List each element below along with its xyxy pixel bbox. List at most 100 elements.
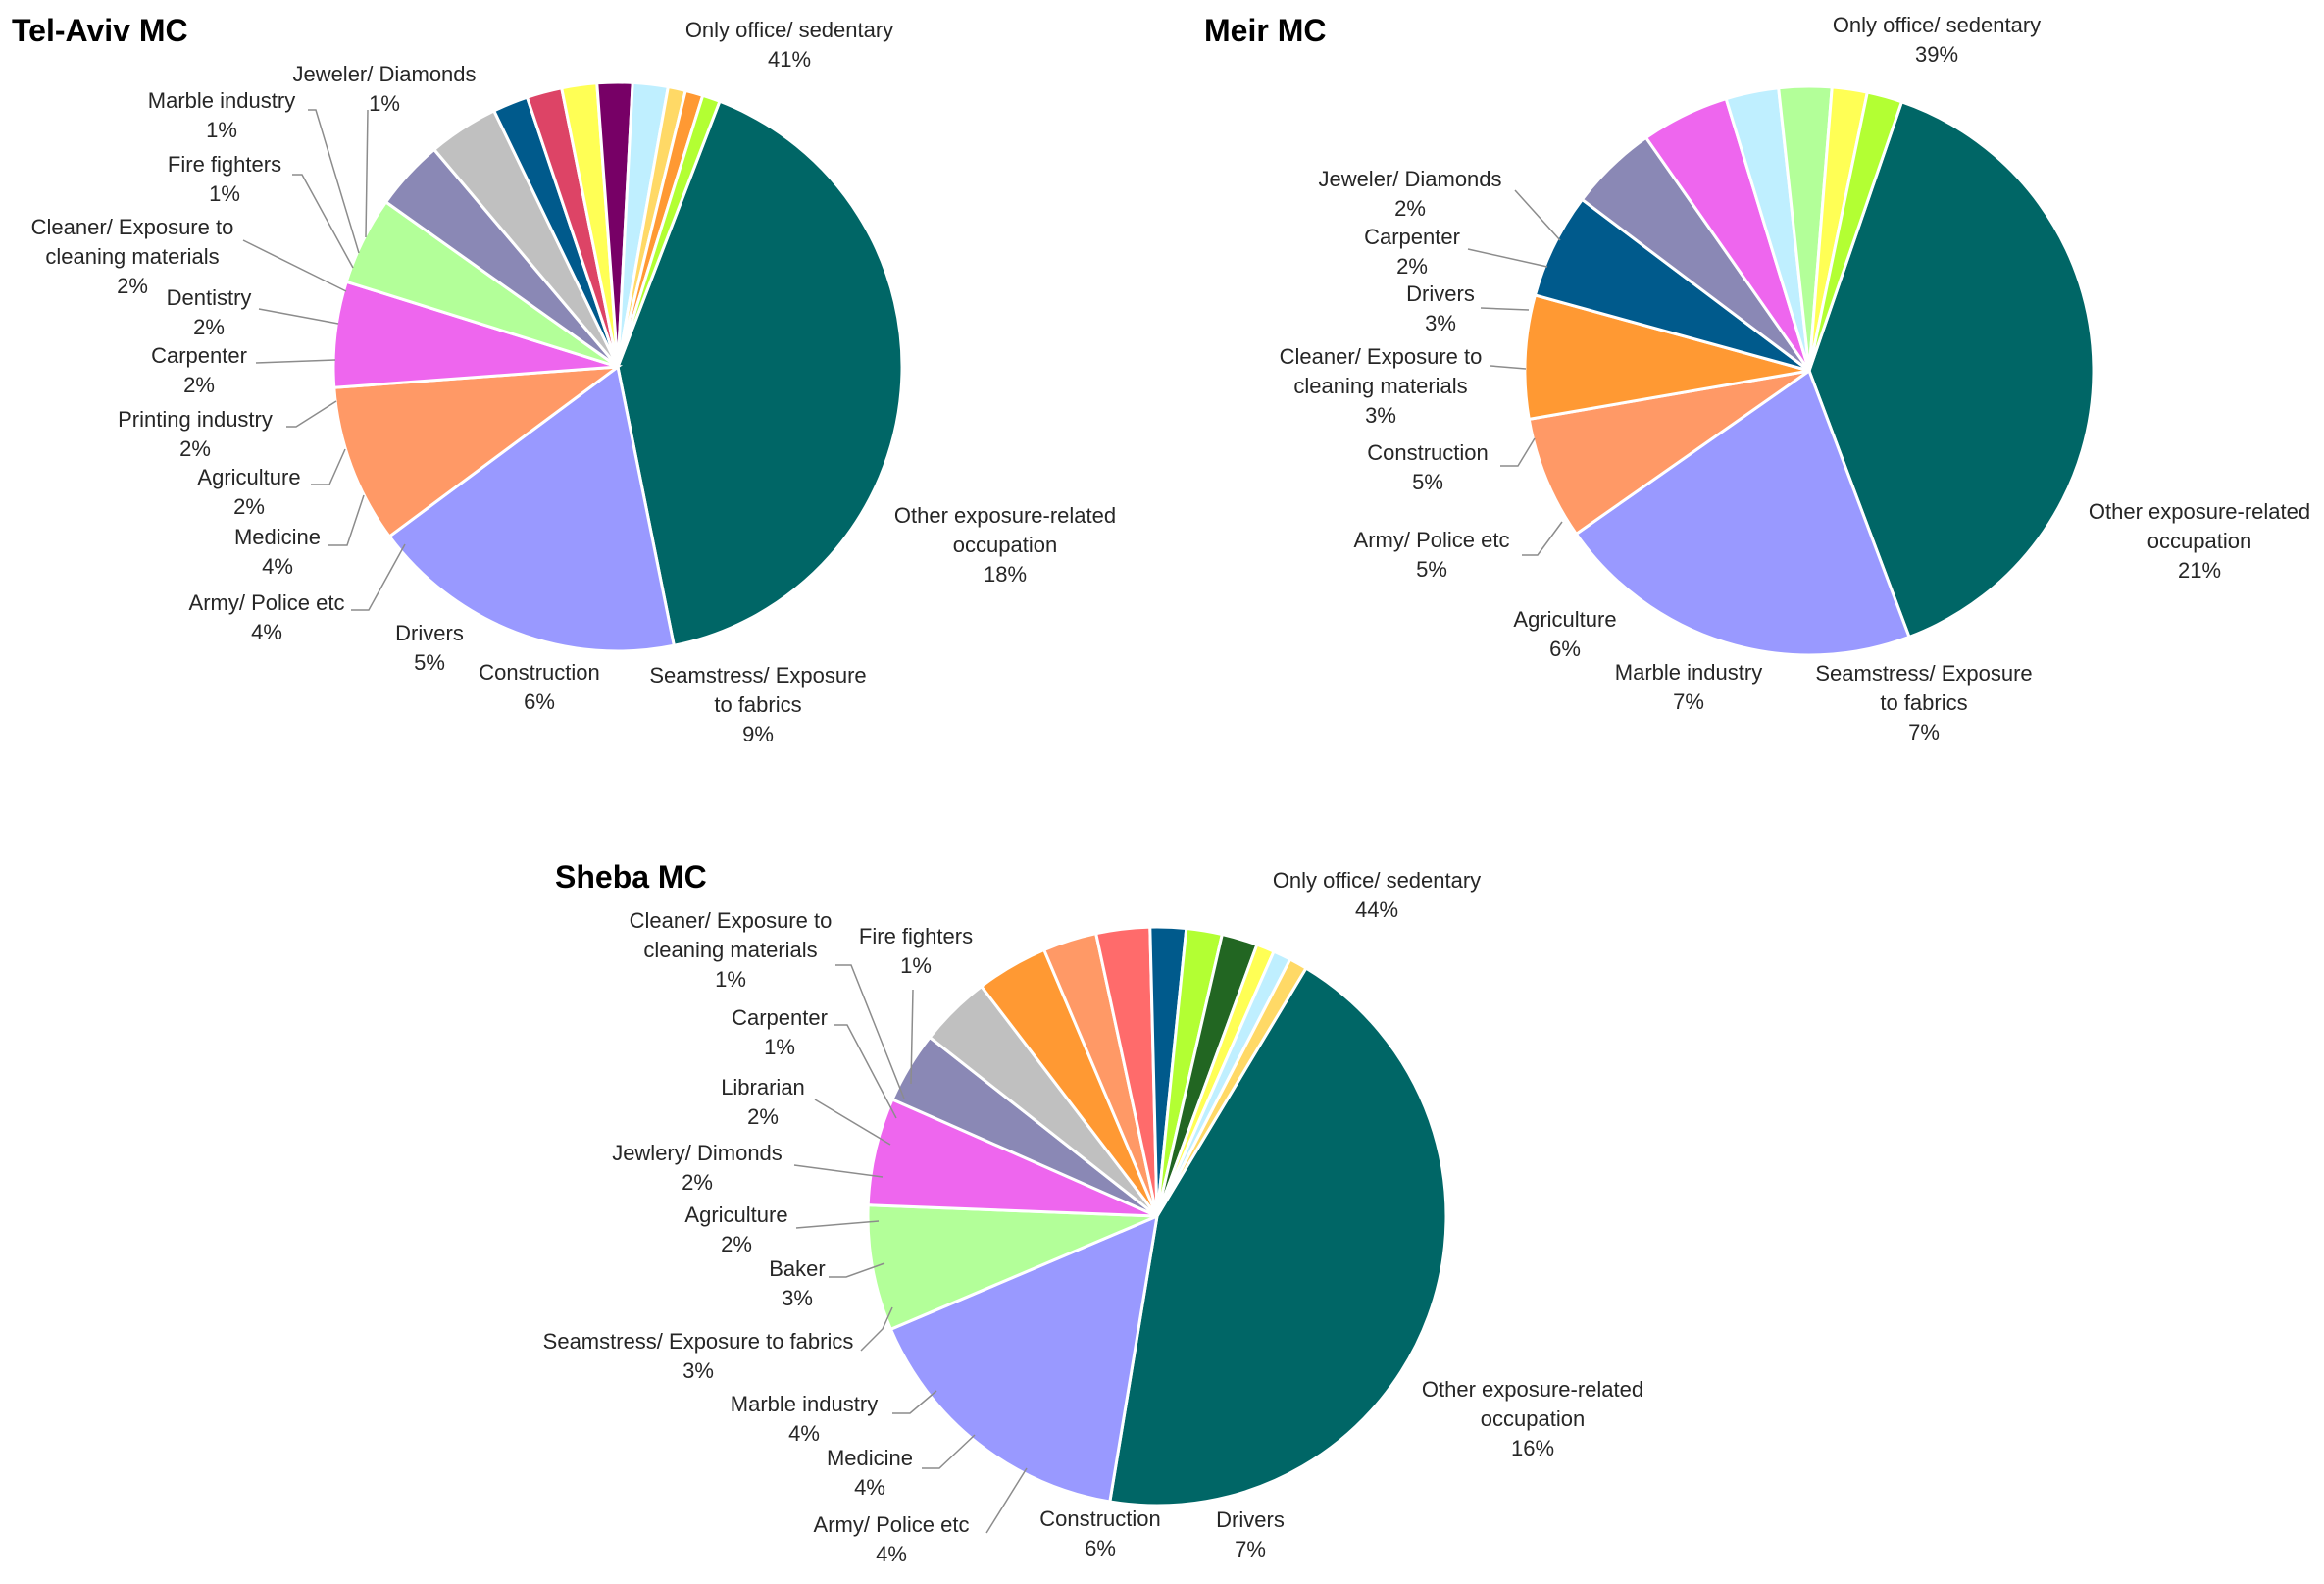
data-label-category: Cleaner/ Exposure to xyxy=(630,908,833,933)
leader-line-baker xyxy=(829,1262,885,1278)
leader-line-jeweler-diamonds xyxy=(1514,189,1561,241)
data-label-category: Librarian xyxy=(721,1075,805,1099)
leader-line-seamstress-exposure-to-fabrics xyxy=(860,1306,893,1352)
data-label-agriculture: Agriculture 6% xyxy=(1513,607,1616,661)
chart-title-sheba: Sheba MC xyxy=(555,859,707,894)
data-label-value: 44% xyxy=(1355,897,1398,922)
charts-layer: Only office/ sedentary 41% Other exposure-… xyxy=(31,13,2310,1566)
data-label-category: Other exposure-related xyxy=(2089,499,2310,524)
data-label-category: Drivers xyxy=(1216,1507,1285,1532)
data-label-fire-fighters: Fire fighters 1% xyxy=(859,924,973,978)
data-label-agriculture: Agriculture 2% xyxy=(684,1202,787,1256)
pie-slice-seamstress-exposure-to-fabrics xyxy=(1527,369,1810,537)
data-label-category: Seamstress/ Exposure xyxy=(1815,661,2032,686)
leader-line-fire-fighters xyxy=(292,174,354,269)
data-label-carpenter: Carpenter 2% xyxy=(1364,225,1460,279)
data-label-dentistry: Dentistry 2% xyxy=(167,285,252,339)
data-label-category: cleaning materials xyxy=(45,244,219,269)
data-label-category: Marble industry xyxy=(1615,660,1762,685)
data-label-category: Cleaner/ Exposure to xyxy=(1280,344,1483,369)
data-label-category: cleaning materials xyxy=(643,938,817,962)
data-label-seamstress-exposure-to-fabrics: Seamstress/ Exposure to fabrics 7% xyxy=(1815,661,2032,744)
data-label-marble-industry: Marble industry 1% xyxy=(148,88,295,142)
pie-slice-drivers xyxy=(866,1203,1158,1332)
data-label-category: Other exposure-related xyxy=(894,503,1116,528)
leader-line-dentistry xyxy=(258,308,339,325)
data-label-value: 3% xyxy=(1365,403,1396,428)
data-label-value: 4% xyxy=(262,554,293,579)
data-label-category: Medicine xyxy=(234,525,321,549)
data-label-value: 5% xyxy=(1412,470,1443,494)
data-label-army-police-etc: Army/ Police etc 4% xyxy=(189,590,345,644)
leader-line-marble-industry xyxy=(892,1390,937,1414)
data-label-category: Army/ Police etc xyxy=(1354,528,1510,552)
pie-slice-other-exposure-related-occupation xyxy=(888,1213,1159,1504)
data-label-category: Army/ Police etc xyxy=(189,590,345,615)
pie-chart-meir-mc: Only office/ sedentary 39% Other exposure-… xyxy=(1280,13,2310,744)
data-label-value: 2% xyxy=(1394,196,1426,221)
data-label-category: Drivers xyxy=(395,621,464,645)
pie-slice-marble-industry xyxy=(1523,293,1810,422)
data-label-category: Jewlery/ Dimonds xyxy=(612,1141,783,1165)
data-label-medicine: Medicine 4% xyxy=(234,525,321,579)
data-label-value: 9% xyxy=(742,722,774,746)
leader-line-fire-fighters xyxy=(910,989,914,1085)
leader-line-carpenter xyxy=(834,1024,897,1119)
data-label-category: Jeweler/ Diamonds xyxy=(292,62,476,86)
data-label-category: Only office/ sedentary xyxy=(1833,13,2041,37)
leader-line-medicine xyxy=(922,1434,976,1469)
leader-line-medicine xyxy=(328,494,365,546)
pie-slice-other-exposure-related-occupation xyxy=(387,364,677,653)
data-label-value: 4% xyxy=(854,1475,885,1500)
data-label-marble-industry: Marble industry 7% xyxy=(1615,660,1762,714)
data-label-value: 5% xyxy=(414,650,445,675)
data-label-construction: Construction 5% xyxy=(1367,440,1489,494)
data-label-category: to fabrics xyxy=(714,692,801,717)
data-label-value: 2% xyxy=(1396,254,1428,279)
data-label-category: Seamstress/ Exposure xyxy=(649,663,866,688)
data-label-category: Construction xyxy=(479,660,600,685)
pie-slice-jeweler-diamonds xyxy=(1807,90,1904,372)
data-label-other-exposure-related-occupation: Other exposure-related occupation 18% xyxy=(894,503,1116,587)
data-label-category: Jeweler/ Diamonds xyxy=(1318,167,1501,191)
pie-slice-only-office-sedentary xyxy=(616,99,904,648)
data-label-value: 2% xyxy=(183,373,215,397)
pie-slice-jeweler-diamonds xyxy=(616,93,722,368)
leader-line-cleaner-exposure-to-cleaning-materials xyxy=(242,239,347,292)
data-label-army-police-etc: Army/ Police etc 5% xyxy=(1354,528,1510,582)
data-label-category: Carpenter xyxy=(1364,225,1460,249)
pie-slice-only-office-sedentary xyxy=(1108,966,1448,1507)
data-label-category: Marble industry xyxy=(148,88,295,113)
data-label-value: 18% xyxy=(984,562,1027,587)
data-label-category: Baker xyxy=(769,1256,825,1281)
data-label-value: 4% xyxy=(788,1421,820,1446)
data-label-category: Construction xyxy=(1039,1507,1161,1531)
data-label-value: 2% xyxy=(747,1104,779,1129)
pie-slice-other-exposure-related-occupation xyxy=(1574,368,1911,657)
data-label-value: 21% xyxy=(2178,558,2221,583)
leader-line-construction xyxy=(1500,437,1536,467)
data-label-agriculture: Agriculture 2% xyxy=(197,465,300,519)
data-label-baker: Baker 3% xyxy=(769,1256,825,1310)
leader-line-agriculture xyxy=(311,448,346,485)
data-label-category: Drivers xyxy=(1406,281,1475,306)
data-label-category: occupation xyxy=(2147,529,2251,553)
data-label-category: Marble industry xyxy=(731,1392,878,1416)
leader-line-army-police-etc xyxy=(1522,521,1563,556)
data-label-category: Agriculture xyxy=(684,1202,787,1227)
data-label-category: Dentistry xyxy=(167,285,252,310)
data-label-category: Cleaner/ Exposure to xyxy=(31,215,234,239)
leader-line-cleaner-exposure-to-cleaning-materials xyxy=(835,964,905,1099)
data-label-jeweler-diamonds: Jeweler/ Diamonds 1% xyxy=(292,62,476,116)
data-label-value: 7% xyxy=(1908,720,1940,744)
leader-line-jeweler-diamonds xyxy=(365,109,369,238)
data-label-marble-industry: Marble industry 4% xyxy=(731,1392,878,1446)
data-label-category: Carpenter xyxy=(732,1005,828,1030)
chart-title-meir: Meir MC xyxy=(1204,13,1326,48)
data-label-librarian: Librarian 2% xyxy=(721,1075,805,1129)
data-label-drivers: Drivers 3% xyxy=(1406,281,1475,335)
data-label-drivers: Drivers 7% xyxy=(1216,1507,1285,1561)
data-label-seamstress-exposure-to-fabrics: Seamstress/ Exposure to fabrics 3% xyxy=(543,1329,854,1383)
data-label-value: 3% xyxy=(782,1286,813,1310)
